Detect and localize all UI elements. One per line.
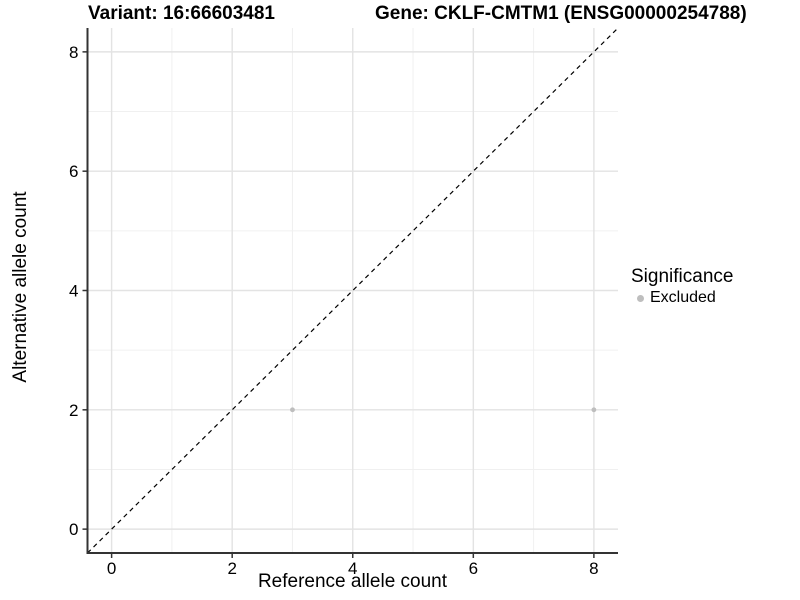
y-tick-label: 8 (69, 43, 78, 62)
x-tick-label: 8 (589, 559, 598, 578)
legend-item-excluded: Excluded (631, 288, 733, 308)
legend-marker-circle-icon (637, 294, 644, 302)
y-tick-label: 2 (69, 401, 78, 420)
x-tick-label: 0 (107, 559, 116, 578)
y-axis-label: Alternative allele count (10, 191, 31, 383)
legend-item-label: Excluded (650, 289, 716, 306)
y-tick-label: 6 (69, 162, 78, 181)
identity-reference-line (87, 27, 619, 554)
x-axis-label: Reference allele count (257, 571, 448, 592)
gene-title: Gene: CKLF-CMTM1 (ENSG00000254788) (375, 3, 747, 24)
data-point (591, 407, 597, 413)
legend: Significance Excluded (631, 266, 733, 308)
x-tick-label: 6 (469, 559, 478, 578)
variant-title: Variant: 16:66603481 (88, 3, 275, 24)
legend-title: Significance (631, 266, 734, 287)
y-tick-label: 0 (69, 520, 78, 539)
x-tick-label: 2 (227, 559, 236, 578)
data-point (290, 407, 295, 413)
x-tick-label: 4 (348, 559, 357, 578)
y-tick-label: 4 (69, 282, 78, 301)
